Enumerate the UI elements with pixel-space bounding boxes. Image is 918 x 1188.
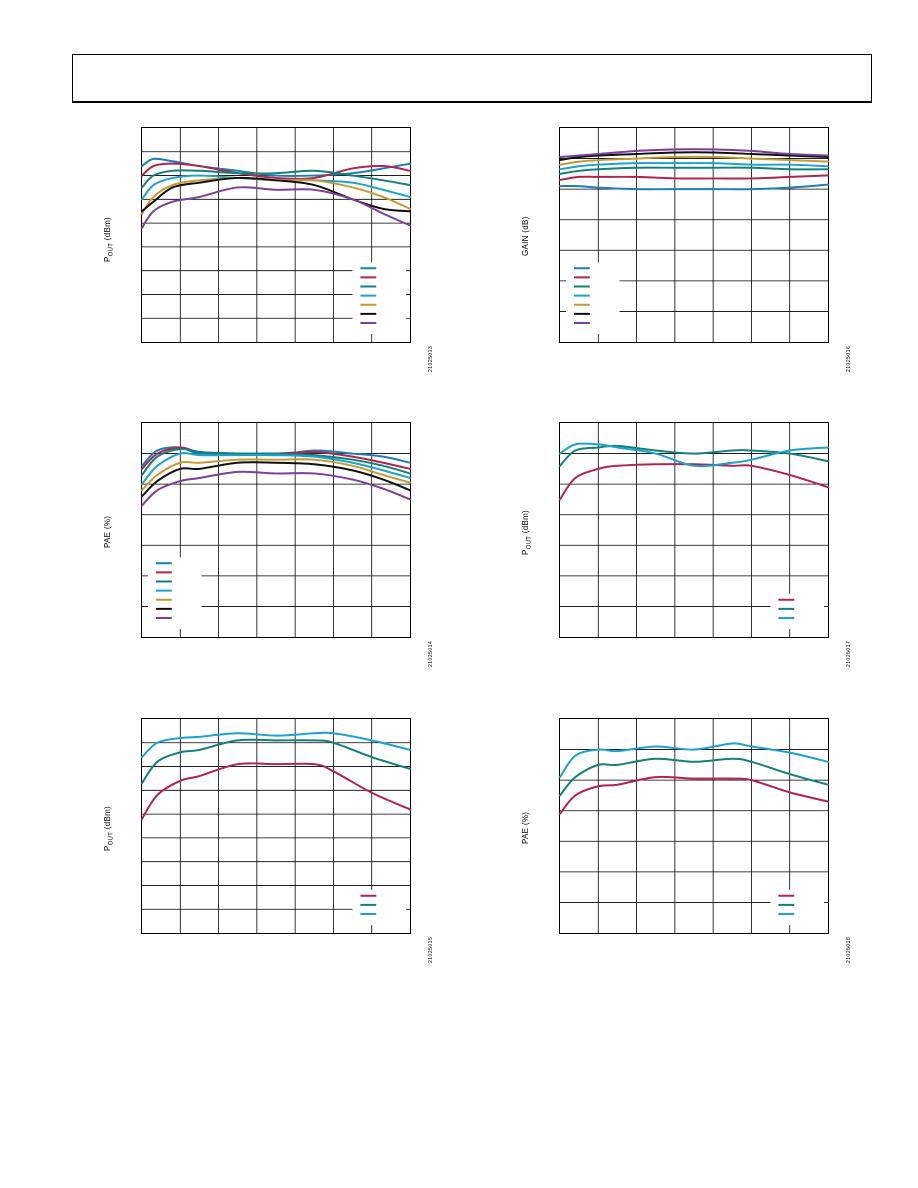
figure-id: 21025014	[428, 640, 434, 667]
page-header-frame	[72, 54, 872, 103]
chart-svg	[141, 128, 411, 342]
figure-id: 21025018	[846, 936, 852, 963]
series-line-cyan	[141, 452, 411, 486]
series-line-black	[559, 151, 829, 162]
plot-area	[559, 422, 829, 638]
chart-svg	[559, 423, 829, 637]
series-line-blue	[559, 183, 829, 191]
series-line-gold	[141, 176, 411, 215]
series-line-crimson	[141, 762, 411, 820]
y-axis-label: PAE (%)	[103, 515, 112, 548]
figure-id: 21025016	[846, 345, 852, 372]
chart-svg	[559, 719, 829, 933]
y-axis-label: POUT (dBm)	[103, 805, 115, 851]
figure-id: 21025015	[428, 936, 434, 963]
series-line-gold	[141, 458, 411, 492]
series-line-cyan	[559, 742, 829, 779]
plot-area	[559, 127, 829, 343]
y-axis-label: POUT (dBm)	[103, 216, 115, 262]
series-line-crimson	[141, 446, 411, 470]
series-line-purple	[141, 186, 411, 229]
figure-id: 21025013	[428, 345, 434, 372]
chart-svg	[559, 128, 829, 342]
plot-area	[559, 718, 829, 934]
series-line-teal	[141, 738, 411, 785]
y-axis-label: GAIN (dB)	[521, 216, 530, 256]
series-line-teal	[559, 166, 829, 175]
figure-id: 21025017	[846, 640, 852, 667]
series-line-teal	[141, 169, 411, 189]
series-line-purple	[141, 470, 411, 507]
chart-svg	[141, 423, 411, 637]
series-line-cyan	[559, 162, 829, 171]
plot-area	[141, 127, 411, 343]
series-line-crimson	[559, 775, 829, 815]
series-line-crimson	[559, 463, 829, 501]
series-line-crimson	[559, 174, 829, 181]
series-line-black	[141, 461, 411, 498]
series-line-cyan	[559, 442, 829, 468]
plot-area	[141, 422, 411, 638]
series-line-gold	[559, 155, 829, 166]
series-line-teal	[559, 757, 829, 797]
series-line-cyan	[141, 731, 411, 759]
series-line-teal	[141, 447, 411, 476]
series-line-crimson	[141, 162, 411, 180]
plot-area	[141, 718, 411, 934]
series-line-black	[141, 176, 411, 213]
series-line-teal	[559, 444, 829, 467]
y-axis-label: PAE (%)	[521, 811, 530, 844]
chart-svg	[141, 719, 411, 933]
series-line-purple	[559, 148, 829, 159]
y-axis-label: POUT (dBm)	[521, 509, 533, 555]
